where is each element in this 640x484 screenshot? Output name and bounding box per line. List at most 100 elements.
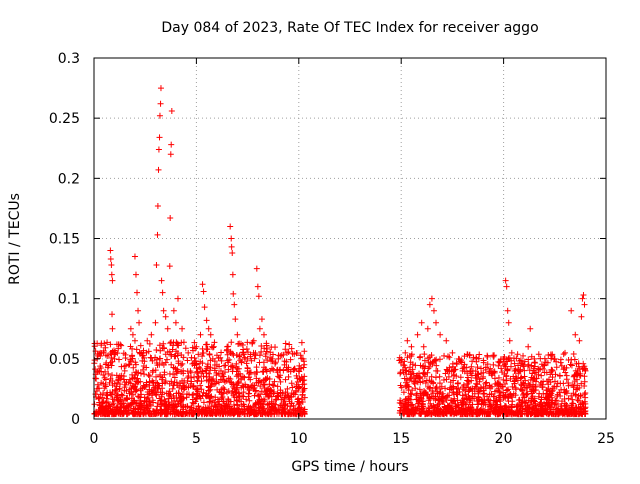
data-point: [296, 384, 303, 391]
data-point: [255, 293, 262, 300]
data-point: [107, 375, 114, 382]
data-point: [142, 383, 149, 390]
data-point: [554, 380, 561, 387]
data-point: [515, 362, 522, 369]
data-point: [542, 402, 549, 409]
data-point: [503, 372, 510, 379]
data-point: [481, 390, 488, 397]
data-point: [143, 364, 150, 371]
data-point: [404, 411, 411, 418]
data-point: [447, 397, 454, 404]
data-point: [473, 406, 480, 413]
data-point: [250, 403, 257, 410]
data-point: [97, 363, 104, 370]
data-point: [183, 394, 190, 401]
data-point: [147, 354, 154, 361]
data-point: [446, 354, 453, 361]
data-point: [153, 356, 160, 363]
data-point: [581, 378, 588, 385]
data-point: [135, 307, 142, 314]
data-point: [195, 374, 202, 381]
data-point: [230, 290, 237, 297]
data-point: [250, 337, 257, 344]
data-point: [227, 223, 234, 230]
data-point: [504, 367, 511, 374]
data-point: [230, 381, 237, 388]
data-point: [449, 360, 456, 367]
data-point: [127, 358, 134, 365]
data-point: [474, 401, 481, 408]
data-point: [433, 319, 440, 326]
data-point: [189, 347, 196, 354]
data-point: [267, 386, 274, 393]
data-point: [272, 359, 279, 366]
data-point: [239, 373, 246, 380]
data-point: [274, 393, 281, 400]
data-point: [154, 409, 161, 416]
data-point: [232, 388, 239, 395]
data-point: [396, 407, 403, 414]
data-point: [293, 388, 300, 395]
data-point: [241, 354, 248, 361]
data-point: [152, 319, 159, 326]
data-point: [208, 343, 215, 350]
data-point: [254, 283, 261, 290]
data-point: [581, 391, 588, 398]
data-point: [468, 408, 475, 415]
data-point: [526, 367, 533, 374]
data-point: [211, 339, 218, 346]
data-point: [407, 371, 414, 378]
data-point: [432, 374, 439, 381]
data-point: [258, 316, 265, 323]
data-point: [168, 107, 175, 114]
data-point: [180, 386, 187, 393]
data-point: [426, 385, 433, 392]
data-point: [116, 385, 123, 392]
data-point: [238, 358, 245, 365]
data-point: [463, 364, 470, 371]
data-point: [208, 403, 215, 410]
data-point: [301, 348, 308, 355]
data-point: [539, 365, 546, 372]
data-point: [258, 379, 265, 386]
data-point: [563, 372, 570, 379]
data-point: [247, 376, 254, 383]
data-point: [103, 391, 110, 398]
data-point: [200, 288, 207, 295]
data-point: [277, 378, 284, 385]
data-points: [91, 85, 589, 418]
data-point: [573, 404, 580, 411]
data-point: [428, 352, 435, 359]
data-point: [574, 370, 581, 377]
data-point: [467, 404, 474, 411]
data-point: [260, 359, 267, 366]
data-point: [290, 406, 297, 413]
data-point: [219, 393, 226, 400]
data-point: [530, 404, 537, 411]
data-point: [118, 391, 125, 398]
data-point: [188, 409, 195, 416]
data-point: [140, 406, 147, 413]
data-point: [404, 354, 411, 361]
data-point: [145, 394, 152, 401]
data-point: [256, 397, 263, 404]
data-point: [107, 349, 114, 356]
data-point: [289, 384, 296, 391]
data-point: [114, 392, 121, 399]
data-point: [122, 362, 129, 369]
data-point: [417, 353, 424, 360]
data-point: [221, 362, 228, 369]
data-point: [251, 392, 258, 399]
data-point: [281, 361, 288, 368]
data-point: [295, 395, 302, 402]
data-point: [238, 403, 245, 410]
data-point: [137, 386, 144, 393]
data-point: [161, 396, 168, 403]
data-point: [402, 396, 409, 403]
data-point: [512, 366, 519, 373]
data-point: [203, 370, 210, 377]
data-point: [571, 356, 578, 363]
data-point: [270, 382, 277, 389]
